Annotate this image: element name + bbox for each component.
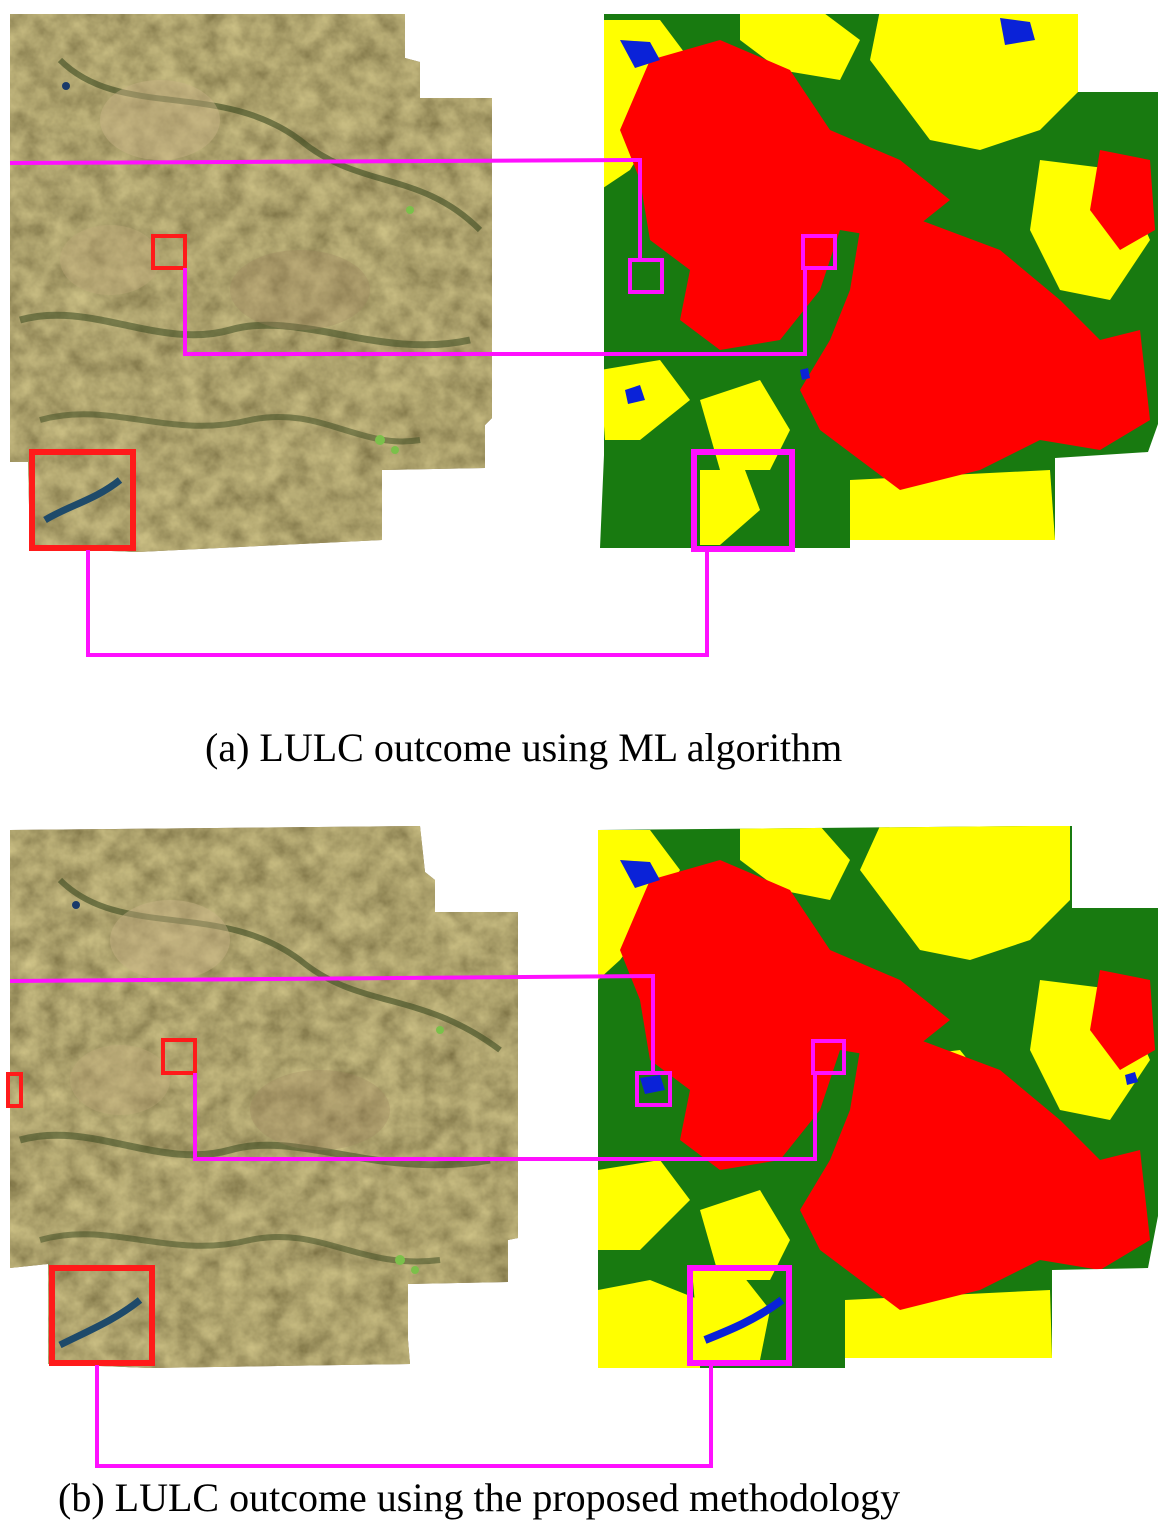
caption-b: (b) LULC outcome using the proposed meth… [58,1475,901,1520]
connectors-a [9,157,837,657]
caption-a: (a) LULC outcome using ML algorithm [205,725,843,770]
satellite-image-b [10,826,518,1368]
satellite-image-a [10,14,492,552]
connectors-b [6,973,846,1468]
lulc-map-a [600,14,1158,548]
lulc-map-b [598,826,1158,1368]
